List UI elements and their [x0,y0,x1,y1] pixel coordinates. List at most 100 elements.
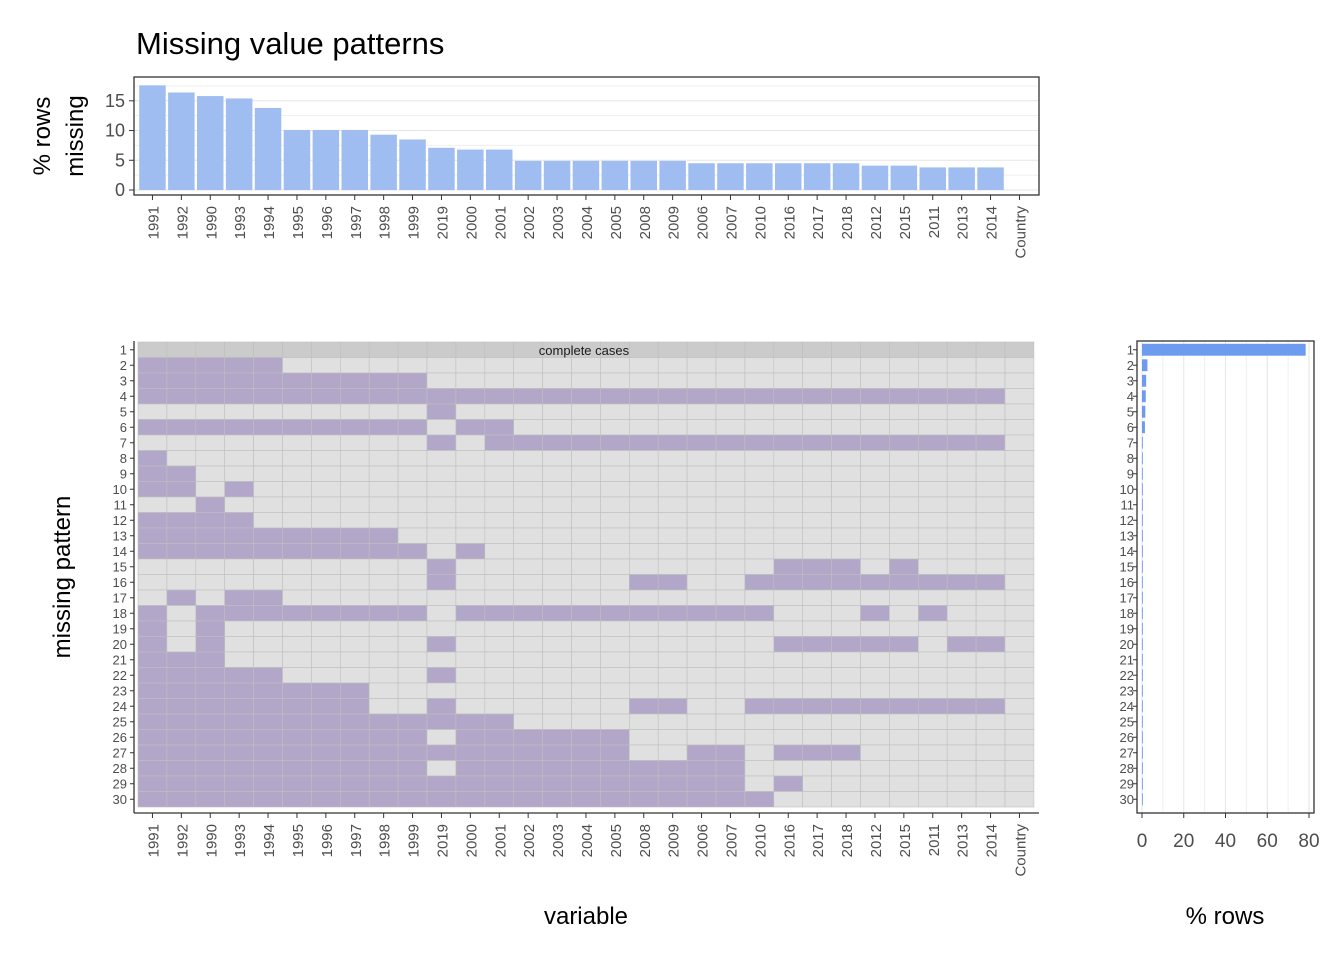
heatmap-cell [253,574,283,591]
heatmap-cell [311,341,341,358]
heatmap-cell [282,713,312,730]
heatmap-cell [368,372,399,389]
heatmap-cell [571,760,601,777]
heatmap-x-tick-label: 2009 [666,824,683,857]
heatmap-cell [484,651,514,668]
heatmap-cell [137,698,168,715]
heatmap-y-tick-label: 9 [120,466,127,481]
heatmap-cell [426,605,457,622]
heatmap-cell [137,543,168,560]
heatmap-x-tick-label: 2010 [752,824,769,857]
heatmap-cell [426,434,457,451]
heatmap-cell [860,419,890,436]
heatmap-x-tick-label: 2006 [695,824,712,857]
heatmap-cell [484,481,514,498]
heatmap-cell [339,713,370,730]
right-bar [1142,545,1143,558]
heatmap-cell [686,636,717,653]
heatmap-cell [802,589,832,606]
heatmap-cell [455,450,486,467]
heatmap-cell [1004,527,1035,544]
heatmap-cell [455,543,486,560]
heatmap-cell [773,744,803,761]
heatmap-x-tick-label: 2015 [897,824,914,857]
heatmap-cell [946,465,977,482]
heatmap-cell [744,341,775,358]
heatmap-x-tick-label: 2008 [637,824,654,857]
heatmap-cell [686,713,717,730]
top-bar [341,129,368,190]
heatmap-cell [282,791,312,808]
heatmap-cell [628,636,659,653]
right-bar [1142,700,1143,713]
top-y-axis-label: % rows [29,97,56,176]
right-x-tick-label: 20 [1173,831,1194,852]
heatmap-cell [686,372,717,389]
heatmap-cell [166,543,197,560]
heatmap-cell [282,357,312,374]
heatmap-cell [311,589,341,606]
heatmap-cell [282,450,312,467]
heatmap-cell [455,558,486,575]
heatmap-cell [224,667,254,684]
heatmap-cell [166,651,197,668]
heatmap-cell [917,357,948,374]
heatmap-cell [195,341,226,358]
heatmap-cell [513,403,543,420]
heatmap-cell [542,527,572,544]
heatmap-cell [368,744,399,761]
heatmap-y-tick-label: 24 [113,699,127,714]
heatmap-cell [253,465,283,482]
heatmap-cell [657,729,688,746]
heatmap-cell [744,791,775,808]
heatmap-cell [368,713,399,730]
heatmap-cell [542,512,572,529]
heatmap-cell [397,481,428,498]
heatmap-cell [253,481,283,498]
top-x-tick-label: 2007 [723,206,740,239]
heatmap-cell [137,527,168,544]
heatmap-cell [686,450,717,467]
heatmap-cell [195,651,226,668]
heatmap-cell [831,605,861,622]
heatmap-cell [542,729,572,746]
heatmap-cell [397,543,428,560]
heatmap-cell [773,729,803,746]
heatmap-cell [484,636,514,653]
top-bar [630,160,657,190]
heatmap-cell [542,651,572,668]
heatmap-cell [339,744,370,761]
heatmap-cell [1004,713,1035,730]
heatmap-cell [311,512,341,529]
heatmap-cell [889,341,919,358]
top-x-tick-label: 2005 [608,206,625,239]
heatmap-cell [368,651,399,668]
heatmap-cell [484,434,514,451]
heatmap-cell [455,403,486,420]
heatmap-cell [137,481,168,498]
heatmap-cell [975,667,1006,684]
heatmap-cell [686,434,717,451]
heatmap-cell [455,698,486,715]
heatmap-cell [831,388,861,405]
heatmap-cell [513,574,543,591]
heatmap-cell [513,434,543,451]
heatmap-cell [715,419,746,436]
heatmap-cell [686,512,717,529]
heatmap-cell [311,527,341,544]
heatmap-cell [339,341,370,358]
heatmap-cell [368,527,399,544]
heatmap-cell [860,558,890,575]
heatmap-cell [975,744,1006,761]
heatmap-cell [426,698,457,715]
heatmap-cell [397,744,428,761]
heatmap-cell [600,620,630,637]
right-bar [1142,390,1146,403]
heatmap-cell [224,481,254,498]
heatmap-cell [368,682,399,699]
heatmap-cell [600,651,630,668]
heatmap-cell [802,775,832,792]
heatmap-cell [860,512,890,529]
heatmap-cell [195,791,226,808]
heatmap-cell [975,450,1006,467]
